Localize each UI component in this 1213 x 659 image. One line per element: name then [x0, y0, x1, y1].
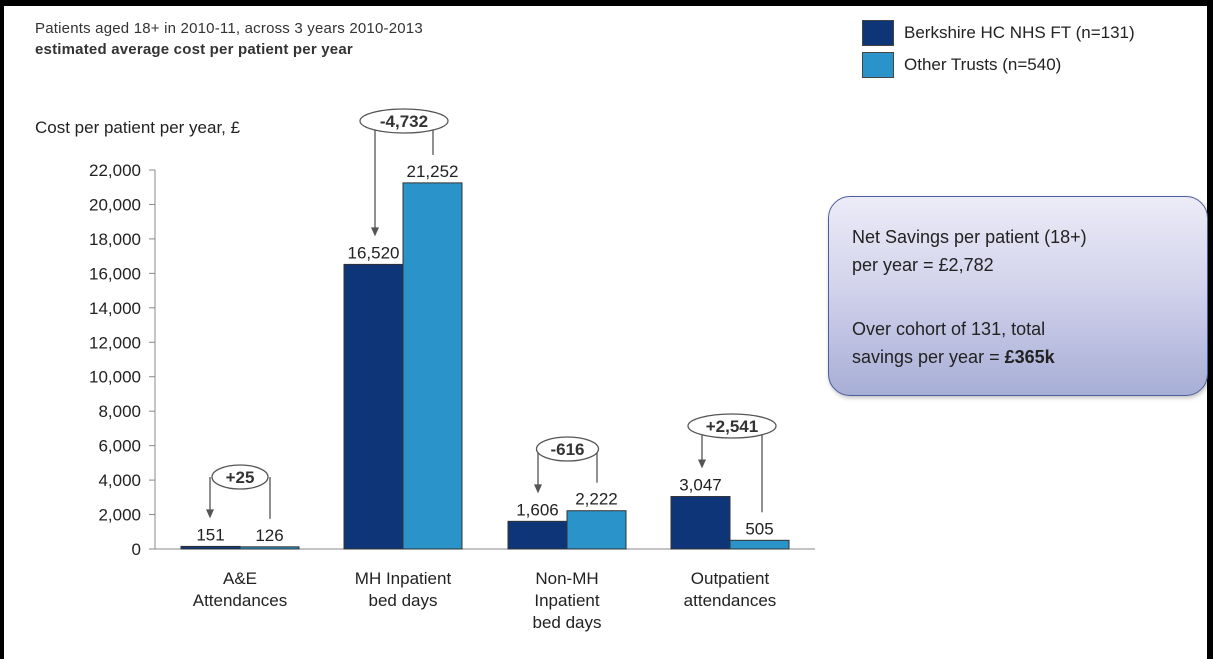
bar-value-label: 3,047 — [679, 476, 722, 495]
y-tick-label: 0 — [132, 540, 141, 559]
bar-berkshire — [181, 546, 240, 549]
bar-value-label: 2,222 — [575, 490, 618, 509]
y-tick-label: 22,000 — [89, 161, 141, 180]
x-tick-label: A&E Attendances — [193, 569, 288, 610]
bar-berkshire — [671, 497, 730, 549]
difference-label: -4,732 — [380, 112, 428, 131]
y-tick-label: 2,000 — [98, 506, 141, 525]
y-tick-label: 20,000 — [89, 195, 141, 214]
y-tick-label: 16,000 — [89, 264, 141, 283]
bar-berkshire — [344, 264, 403, 549]
bar-value-label: 126 — [255, 526, 283, 545]
bar-value-label: 505 — [745, 519, 773, 538]
difference-arrowhead — [698, 460, 706, 469]
y-tick-label: 18,000 — [89, 230, 141, 249]
y-tick-label: 12,000 — [89, 333, 141, 352]
difference-label: -616 — [550, 440, 584, 459]
difference-label: +25 — [226, 468, 255, 487]
difference-arrowhead — [371, 227, 379, 236]
y-tick-label: 8,000 — [98, 402, 141, 421]
y-tick-label: 14,000 — [89, 299, 141, 318]
difference-arrowhead — [206, 509, 214, 518]
x-tick-label: Outpatient attendances — [684, 569, 777, 610]
x-tick-label: Non-MH Inpatient bed days — [533, 569, 602, 632]
bar-berkshire — [508, 521, 567, 549]
bar-other-trusts — [403, 183, 462, 549]
bar-value-label: 21,252 — [407, 162, 459, 181]
bar-value-label: 1,606 — [516, 500, 559, 519]
bar-value-label: 151 — [196, 525, 224, 544]
bar-other-trusts — [240, 547, 299, 549]
y-tick-label: 10,000 — [89, 368, 141, 387]
difference-arrowhead — [534, 484, 542, 493]
bar-value-label: 16,520 — [348, 243, 400, 262]
y-tick-label: 6,000 — [98, 437, 141, 456]
x-tick-label: MH Inpatient bed days — [355, 569, 452, 610]
y-tick-label: 4,000 — [98, 471, 141, 490]
difference-label: +2,541 — [706, 417, 758, 436]
bar-other-trusts — [567, 511, 626, 549]
bar-other-trusts — [730, 540, 789, 549]
